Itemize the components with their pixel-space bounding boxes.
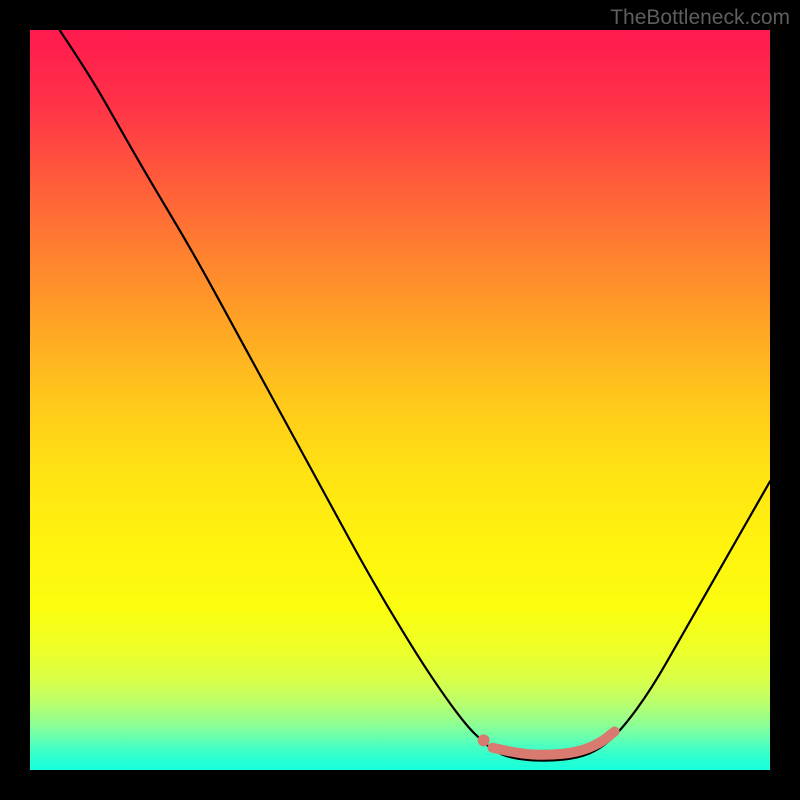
watermark-text: TheBottleneck.com — [610, 6, 790, 30]
bottleneck-chart — [30, 30, 770, 770]
current-position-marker — [478, 734, 490, 746]
heatmap-background — [30, 30, 770, 770]
